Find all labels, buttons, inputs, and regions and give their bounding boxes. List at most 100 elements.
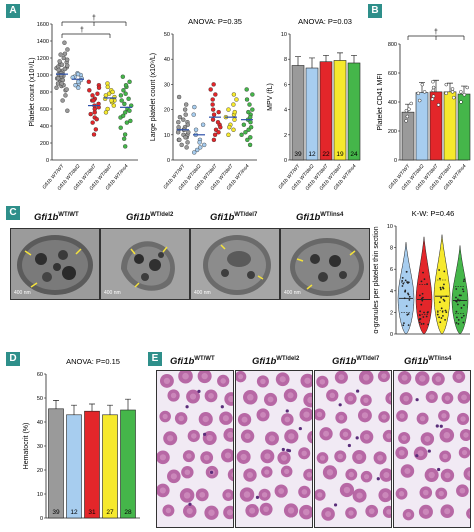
data-point	[65, 47, 70, 52]
data-point	[247, 142, 253, 148]
data-point	[404, 108, 409, 113]
bar	[401, 111, 415, 161]
bar	[333, 60, 347, 161]
cell-pallor	[325, 510, 332, 518]
data-point	[430, 97, 435, 101]
data-point	[420, 280, 423, 283]
data-point	[243, 130, 248, 135]
data-point	[408, 295, 411, 298]
cell-pallor	[167, 435, 174, 442]
data-point	[246, 109, 251, 115]
data-point	[465, 85, 469, 90]
cell-pallor	[186, 508, 193, 515]
cell-pallor	[461, 450, 468, 456]
bar	[305, 67, 319, 161]
n-label: 27	[106, 509, 114, 516]
data-point	[63, 93, 68, 98]
data-point	[92, 106, 97, 112]
cell-pallor	[444, 472, 451, 479]
bar	[48, 408, 64, 519]
data-point	[418, 318, 421, 321]
cell-pallor	[238, 374, 244, 380]
y-tick-label: 200	[40, 141, 49, 147]
y-tick-label: 200	[388, 129, 397, 135]
cell-pallor	[438, 490, 444, 497]
cell-pallor	[287, 507, 295, 514]
data-point	[405, 305, 408, 308]
y-tick-label: 8	[284, 57, 287, 63]
data-point	[436, 103, 441, 107]
data-point	[405, 270, 408, 273]
cell-pallor	[401, 435, 407, 441]
data-point	[460, 316, 463, 319]
data-point	[75, 71, 81, 77]
em-platelet-2	[121, 241, 175, 291]
cell-pallor	[246, 472, 254, 479]
error-bar	[89, 403, 95, 412]
cell-pallor	[326, 469, 334, 476]
em-platelet-1	[17, 235, 93, 295]
data-point	[248, 135, 253, 140]
error-bar	[461, 85, 467, 95]
data-point	[438, 269, 441, 271]
data-point	[244, 97, 250, 102]
y-tick-label: 600	[388, 71, 397, 77]
y-tick-label: 2	[284, 133, 287, 139]
data-point	[248, 125, 254, 130]
data-point	[65, 108, 70, 113]
data-point	[60, 98, 65, 103]
data-point	[177, 137, 182, 143]
data-point	[126, 96, 131, 102]
em-image-wt: 400 nm	[10, 228, 100, 300]
blood-smear-del2	[235, 370, 313, 528]
data-point	[438, 301, 441, 304]
data-point	[210, 107, 216, 112]
data-point	[404, 279, 407, 282]
data-point	[422, 271, 424, 274]
y-tick-label: 400	[388, 100, 397, 106]
chart-title: ANOVA: P=0.35	[188, 17, 242, 26]
y-tick-label: 6	[284, 82, 287, 88]
y-tick-label: 30	[37, 444, 43, 450]
data-point	[419, 310, 422, 313]
n-label: 24	[350, 151, 358, 158]
data-point	[402, 282, 405, 285]
cell-pallor	[206, 434, 213, 442]
n-label: 22	[322, 151, 330, 158]
bar	[291, 65, 305, 161]
red-blood-cell	[463, 467, 470, 481]
platelet-dot	[209, 470, 214, 475]
data-point	[59, 81, 64, 86]
data-point	[407, 324, 410, 327]
data-point	[182, 107, 188, 112]
cell-pallor	[356, 453, 363, 461]
data-point	[456, 303, 459, 306]
cell-pallor	[208, 509, 215, 516]
lm-header-4: Gfi1bWT/ins4	[404, 356, 452, 368]
cell-pallor	[362, 374, 370, 381]
cell-pallor	[231, 472, 233, 478]
y-tick-label: 10	[37, 492, 43, 498]
cell-pallor	[399, 413, 405, 419]
data-point	[76, 85, 81, 90]
cell-pallor	[186, 453, 192, 459]
y-tick-label: 1600	[37, 22, 49, 28]
cell-pallor	[267, 396, 274, 403]
n-label: 12	[70, 509, 78, 516]
platelet-dot	[437, 467, 441, 472]
bar	[429, 91, 443, 161]
cell-pallor	[178, 415, 184, 422]
data-point	[124, 120, 130, 125]
data-point	[443, 270, 446, 273]
large-platelet-count-chart: 0 10 20 30 40 50 Large platelet count (x10⁹/L)…	[150, 17, 257, 192]
chart-title: K-W: P=0.46	[412, 209, 455, 218]
data-point	[462, 314, 465, 317]
data-point	[197, 140, 202, 145]
violin	[433, 234, 451, 335]
n-label: 31	[88, 509, 96, 516]
bar	[102, 414, 118, 519]
lm-header-1: Gfi1bWT/WT	[170, 356, 215, 368]
cell-pallor	[363, 397, 369, 403]
data-point	[215, 119, 221, 125]
cell-pallor	[337, 453, 343, 460]
